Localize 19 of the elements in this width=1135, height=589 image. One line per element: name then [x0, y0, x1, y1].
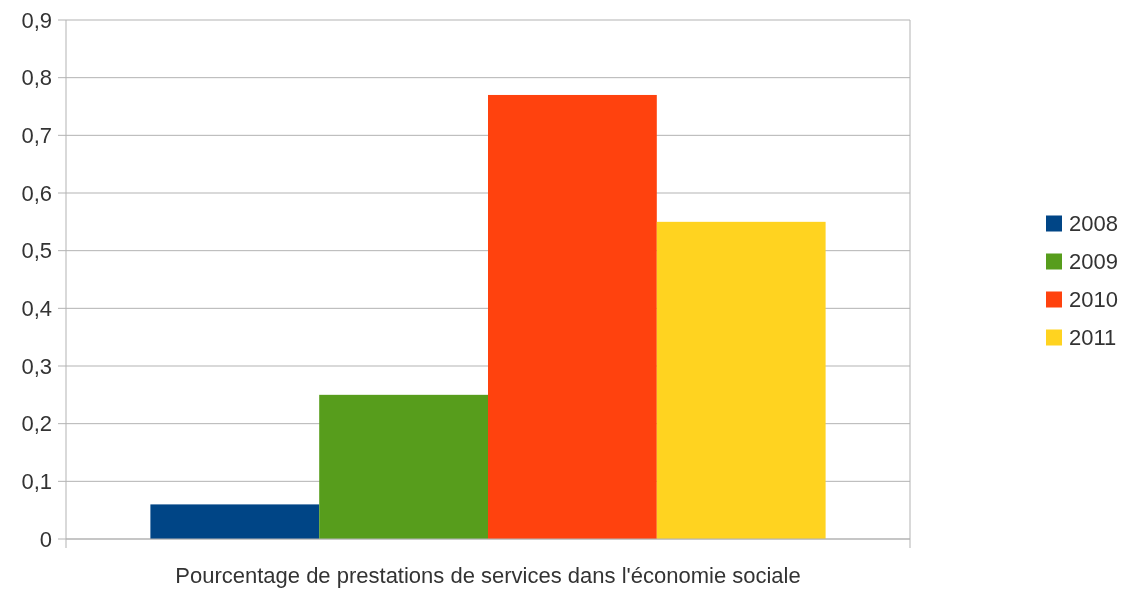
y-tick-label: 0,7	[21, 123, 52, 149]
legend-label: 2010	[1069, 287, 1118, 313]
bar	[656, 221, 826, 539]
y-tick-label: 0,1	[21, 469, 52, 495]
y-tick-label: 0,2	[21, 411, 52, 437]
legend-label: 2011	[1069, 325, 1117, 351]
bar	[488, 94, 657, 539]
legend-label: 2008	[1069, 211, 1118, 237]
x-tick-label: Pourcentage de prestations de services dans l'économie sociale	[175, 563, 801, 588]
y-tick-label: 0,6	[21, 180, 52, 206]
y-tick-label: 0,5	[21, 238, 52, 264]
bar	[319, 394, 488, 539]
y-tick-label: 0,9	[21, 7, 52, 33]
bar	[150, 504, 320, 539]
y-tick-label: 0,3	[21, 353, 52, 379]
y-tick-label: 0,4	[21, 296, 52, 322]
y-tick-label: 0	[39, 526, 52, 552]
y-tick-label: 0,8	[21, 65, 52, 91]
legend-label: 2009	[1069, 249, 1118, 275]
